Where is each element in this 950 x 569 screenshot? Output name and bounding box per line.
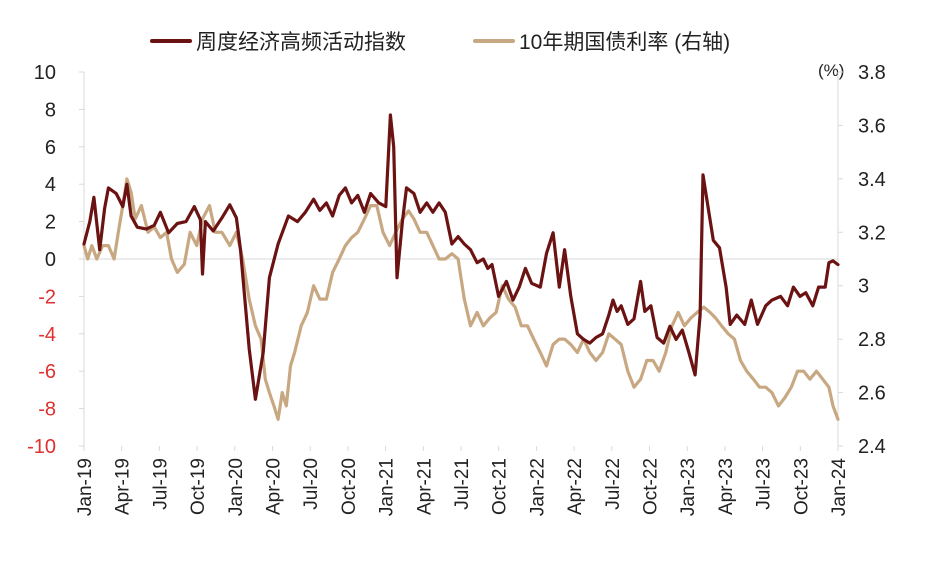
x-tick-label: Jan-19 (75, 458, 96, 516)
x-tick-label: Oct-21 (490, 458, 511, 515)
right-tick-label: 2.8 (858, 329, 886, 351)
x-tick-label: Jul-21 (452, 458, 473, 510)
series-line-activity-index (82, 113, 840, 401)
x-tick-label: Oct-20 (339, 458, 360, 515)
x-tick-label: Jul-19 (150, 458, 171, 510)
x-tick-label: Jan-22 (527, 458, 548, 516)
right-tick-label: 3.4 (858, 169, 886, 191)
right-tick-label: 2.4 (858, 436, 886, 458)
right-tick-label: 3.8 (858, 62, 886, 84)
right-tick-label: 3.6 (858, 115, 886, 137)
series-lines (82, 113, 840, 421)
right-tick-label: 2.6 (858, 383, 886, 405)
x-tick-label: Apr-23 (716, 458, 737, 515)
axes: 10 8 6 4 2 0 -2 -4 -6 -8 -10 3.8 3.6 3.4 3.2 3 2.8 2.6 2.4… (27, 62, 886, 516)
right-axis-unit: (%) (818, 61, 844, 80)
x-tick-label: Jul-20 (301, 458, 322, 510)
x-tick-label: Jan-23 (678, 458, 699, 516)
left-tick-label: -10 (27, 436, 56, 458)
x-tick-label: Apr-22 (565, 458, 586, 515)
legend-label-activity-index: 周度经济高频活动指数 (196, 31, 406, 54)
series-line-bond-yield (82, 177, 840, 421)
left-tick-label: 6 (45, 137, 56, 159)
left-tick-label: 0 (45, 249, 56, 271)
left-tick-label: 2 (45, 212, 56, 234)
x-tick-label: Jul-23 (754, 458, 775, 510)
right-tick-label: 3.2 (858, 222, 886, 244)
right-tick-label: 3 (858, 276, 869, 298)
x-tick-label: Apr-21 (414, 458, 435, 515)
x-tick-label: Jul-22 (603, 458, 624, 510)
x-tick-label: Apr-20 (264, 458, 285, 515)
left-tick-label: -6 (38, 361, 56, 383)
x-tick-label: Apr-19 (113, 458, 134, 515)
left-tick-label: 4 (45, 174, 56, 196)
x-tick-label: Oct-19 (188, 458, 209, 515)
legend-label-bond-yield: 10年期国债利率 (右轴) (519, 31, 730, 54)
left-tick-label: 8 (45, 99, 56, 121)
left-tick-label: -4 (38, 324, 56, 346)
left-tick-label: -2 (38, 286, 56, 308)
x-tick-label: Jan-24 (829, 458, 850, 517)
x-tick-label: Jan-21 (377, 458, 398, 516)
x-tick-label: Oct-22 (641, 458, 662, 515)
chart-legend: 周度经济高频活动指数 10年期国债利率 (右轴) (150, 31, 730, 54)
left-tick-label: -8 (38, 399, 56, 421)
x-tick-label: Oct-23 (791, 458, 812, 515)
left-tick-label: 10 (34, 62, 56, 84)
x-tick-label: Jan-20 (226, 458, 247, 516)
